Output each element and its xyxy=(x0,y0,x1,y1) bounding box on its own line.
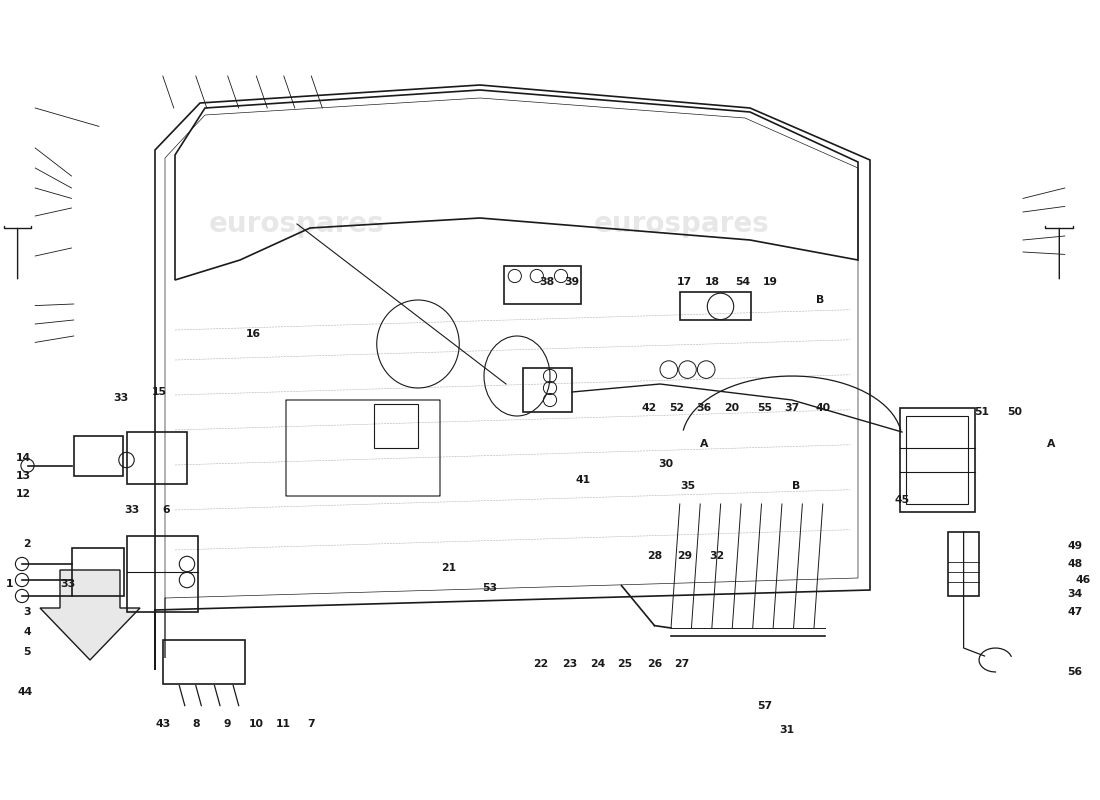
Bar xyxy=(126,536,198,612)
Bar xyxy=(948,532,979,596)
Text: 37: 37 xyxy=(784,403,800,413)
Text: 14: 14 xyxy=(15,453,31,462)
Text: 10: 10 xyxy=(249,719,264,729)
Text: 46: 46 xyxy=(1076,575,1091,585)
Bar xyxy=(522,368,572,412)
Text: 44: 44 xyxy=(18,687,33,697)
Text: 11: 11 xyxy=(276,719,292,729)
Text: 33: 33 xyxy=(124,506,140,515)
Text: 41: 41 xyxy=(575,475,591,485)
Text: 6: 6 xyxy=(163,506,170,515)
Text: B: B xyxy=(792,482,801,491)
Text: 8: 8 xyxy=(192,719,199,729)
Text: 49: 49 xyxy=(1067,541,1082,550)
Text: 9: 9 xyxy=(224,719,231,729)
Text: A: A xyxy=(1047,439,1056,449)
Text: 56: 56 xyxy=(1067,667,1082,677)
Bar xyxy=(163,640,245,684)
Text: 47: 47 xyxy=(1067,607,1082,617)
Text: 39: 39 xyxy=(564,277,580,286)
Text: 38: 38 xyxy=(539,277,554,286)
Text: B: B xyxy=(816,295,825,305)
Text: 16: 16 xyxy=(245,330,261,339)
Text: 4: 4 xyxy=(23,627,31,637)
Text: 2: 2 xyxy=(23,539,31,549)
Text: 43: 43 xyxy=(155,719,170,729)
Text: 36: 36 xyxy=(696,403,712,413)
Text: 31: 31 xyxy=(779,725,794,734)
Text: 23: 23 xyxy=(562,659,578,669)
Text: 21: 21 xyxy=(441,563,456,573)
Text: 55: 55 xyxy=(757,403,772,413)
Text: 24: 24 xyxy=(590,659,605,669)
Bar xyxy=(126,432,187,484)
Text: 25: 25 xyxy=(617,659,632,669)
Bar xyxy=(374,404,418,448)
Text: 33: 33 xyxy=(113,394,129,403)
Text: 5: 5 xyxy=(23,647,31,657)
Text: 54: 54 xyxy=(735,277,750,286)
Text: eurospares: eurospares xyxy=(594,210,770,238)
Text: 52: 52 xyxy=(669,403,684,413)
Text: 35: 35 xyxy=(680,482,695,491)
Bar xyxy=(900,408,975,512)
Text: 33: 33 xyxy=(60,579,76,589)
Text: 40: 40 xyxy=(815,403,830,413)
Text: 18: 18 xyxy=(705,277,720,286)
Text: 32: 32 xyxy=(710,551,725,561)
Text: 57: 57 xyxy=(757,701,772,710)
Text: 53: 53 xyxy=(482,583,497,593)
Bar xyxy=(504,266,581,304)
Text: 48: 48 xyxy=(1067,559,1082,569)
Text: 3: 3 xyxy=(23,607,31,617)
Bar xyxy=(72,548,124,596)
Text: 19: 19 xyxy=(762,277,778,286)
Text: 42: 42 xyxy=(641,403,657,413)
Text: 51: 51 xyxy=(974,407,989,417)
Text: 20: 20 xyxy=(724,403,739,413)
Text: 17: 17 xyxy=(676,277,692,286)
Text: 30: 30 xyxy=(658,459,673,469)
Text: 15: 15 xyxy=(152,387,167,397)
Text: A: A xyxy=(700,439,708,449)
Text: 13: 13 xyxy=(15,471,31,481)
Text: 26: 26 xyxy=(647,659,662,669)
Text: 7: 7 xyxy=(308,719,315,729)
Polygon shape xyxy=(40,570,140,660)
Text: 28: 28 xyxy=(647,551,662,561)
Bar xyxy=(74,436,123,476)
Text: 50: 50 xyxy=(1006,407,1022,417)
Text: 29: 29 xyxy=(676,551,692,561)
Text: eurospares: eurospares xyxy=(209,210,385,238)
Bar xyxy=(680,292,751,320)
Text: 22: 22 xyxy=(534,659,549,669)
Text: 1: 1 xyxy=(6,579,13,589)
Text: 45: 45 xyxy=(894,495,910,505)
Text: 27: 27 xyxy=(674,659,690,669)
Bar xyxy=(906,416,968,504)
Text: 34: 34 xyxy=(1067,589,1082,598)
Text: 12: 12 xyxy=(15,490,31,499)
